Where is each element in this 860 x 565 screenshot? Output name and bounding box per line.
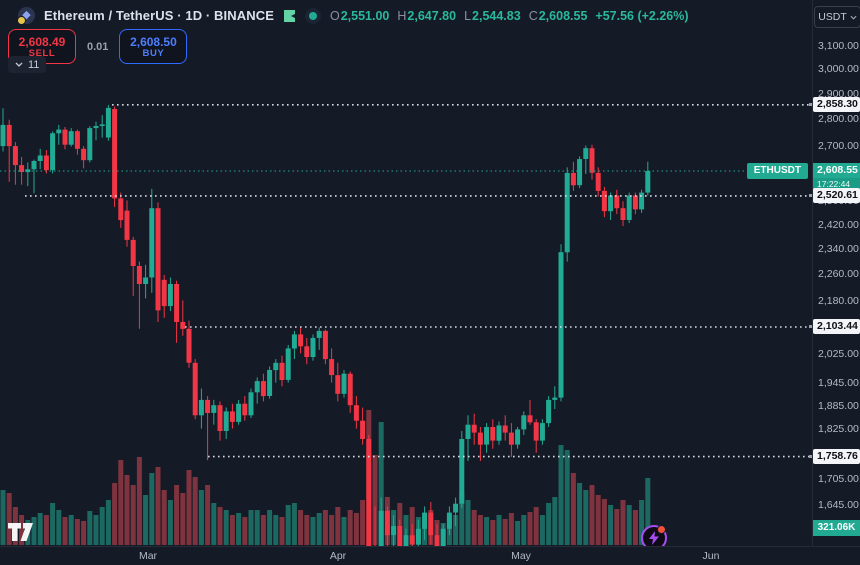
buy-price: 2,608.50 [130,34,177,49]
price-tick: 1,645.00 [818,498,859,511]
candles-chart-type-icon[interactable] [283,9,296,23]
price-tick: 2,025.00 [818,347,859,360]
close-value: 2,608.55 [538,8,588,23]
high-label: H [397,8,407,23]
price-tick: 3,100.00 [818,39,859,52]
tradingview-logo[interactable] [8,523,34,544]
notification-dot [657,525,666,534]
price-tick: 3,000.00 [818,63,859,76]
volume-axis-tag: 321.06K [813,520,860,536]
price-tick: 1,825.00 [818,423,859,436]
chevron-down-icon [15,62,23,67]
price-tick: 2,340.00 [818,243,859,256]
time-axis-month-label: May [511,550,531,562]
symbol-title[interactable]: Ethereum / TetherUS · 1D · BINANCE [44,8,274,23]
price-tick: 2,900.00 [818,87,859,100]
price-level-tag: 2,858.30 [809,97,860,113]
price-tick: 2,260.00 [818,268,859,281]
collapsed-indicators-pill[interactable]: 11 [8,56,47,73]
currency-dropdown[interactable]: USDT [814,6,860,28]
change-value: +57.56 (+2.26%) [595,8,689,23]
market-open-dot [308,11,317,20]
currency-label: USDT [818,11,847,23]
price-tick: 2,700.00 [818,139,859,152]
price-tick: 1,705.00 [818,472,859,485]
symbol-price-line-tag: ETHUSDT [746,163,808,180]
sell-label: SELL [28,47,56,59]
time-axis-month-label: Mar [138,550,158,562]
close-label: C [528,8,538,23]
bar-countdown: 17:22:44 [813,178,860,191]
price-tick: 1,885.00 [818,399,859,412]
spread-value: 0.01 [87,40,109,53]
high-value: 2,647.80 [407,8,457,23]
time-axis[interactable]: Mar Apr May Jun [0,546,860,565]
candlestick-canvas[interactable] [0,0,812,546]
indicator-count: 11 [28,58,40,71]
lightning-icon [649,531,659,545]
open-label: O [329,8,340,23]
sell-price: 2,608.49 [18,34,66,49]
price-level-tag: 2,520.61 [809,188,860,204]
ethereum-symbol-logo[interactable]: ◆ [17,7,35,25]
price-level-tag: 2,103.44 [809,319,860,335]
current-price-tag: 2,608.55 17:22:44 [813,163,860,191]
time-axis-month-label: Apr [329,550,347,562]
trade-buttons: 2,608.49 SELL 0.01 2,608.50 BUY [8,29,188,64]
buy-label: BUY [142,47,165,59]
market-status-icon[interactable] [304,7,321,24]
price-axis[interactable]: USDT 2,608.55 17:22:44 321.06K 3,100.00 3… [809,0,860,546]
price-tick: 2,420.00 [818,218,859,231]
price-level-tag: 1,758.76 [809,449,860,465]
price-tick: 1,945.00 [818,377,859,390]
current-price-value: 2,608.55 [813,163,860,179]
time-axis-month-label: Jun [702,550,720,562]
low-label: L [464,8,472,23]
buy-button[interactable]: 2,608.50 BUY [119,29,188,64]
chart-header: ◆ Ethereum / TetherUS · 1D · BINANCE O 2,… [17,7,689,25]
chart-pane[interactable]: ETHUSDT [0,0,812,551]
price-tick: 2,800.00 [818,113,859,126]
price-tick: 2,180.00 [818,294,859,307]
low-value: 2,544.83 [472,8,521,23]
open-value: 2,551.00 [340,8,390,23]
chevron-down-icon [850,15,857,20]
ohlc-readout: O 2,551.00 H 2,647.80 L 2,544.83 C 2,608.55 … [330,9,689,23]
